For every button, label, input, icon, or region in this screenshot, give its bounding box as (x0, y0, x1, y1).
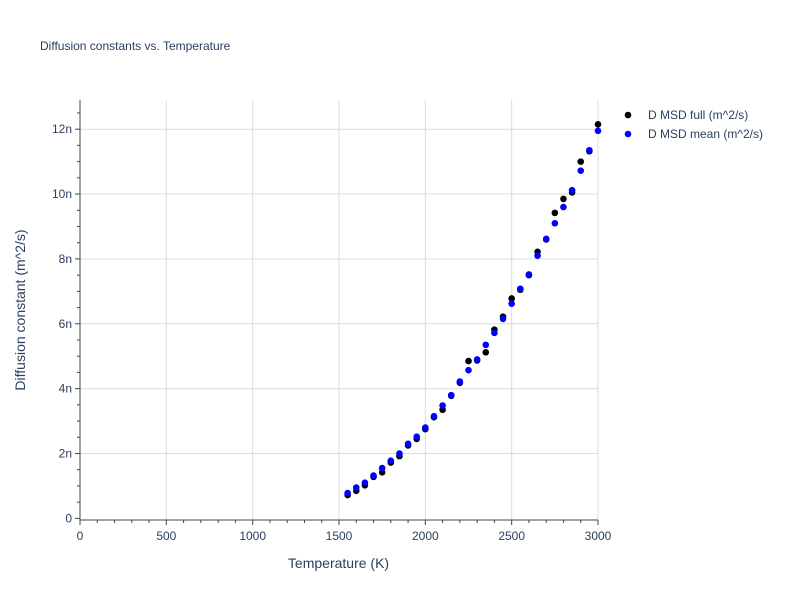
data-point-msd-full (465, 357, 472, 365)
x-tick-label: 3000 (585, 529, 612, 543)
data-point-msd-mean (517, 285, 524, 293)
data-point-msd-full (577, 158, 585, 165)
data-point-msd-full (594, 121, 602, 128)
data-point-msd-mean (378, 464, 386, 472)
y-axis-title: Diffusion constant (m^2/s) (12, 229, 28, 390)
plot-area: 0 500 1000 1500 2000 2500 3000 0 2n 4n 6n 8n 10n 12n (52, 100, 612, 543)
y-tick-label: 10n (52, 187, 72, 201)
y-tick-label: 2n (59, 447, 72, 461)
data-point-msd-mean (577, 167, 585, 175)
data-point-msd-mean (422, 424, 429, 431)
data-point-msd-mean (344, 489, 351, 497)
y-tick-label: 8n (59, 252, 72, 266)
data-point-msd-mean (396, 450, 403, 457)
x-axis-title: Temperature (K) (288, 555, 389, 571)
chart-title: Diffusion constants vs. Temperature (40, 39, 231, 53)
y-tick-label: 6n (59, 317, 72, 331)
data-point-msd-mean (352, 484, 360, 491)
data-point-msd-full (482, 349, 490, 356)
data-point-msd-mean (387, 457, 395, 464)
data-point-msd-mean (560, 203, 567, 211)
legend-label: D MSD mean (m^2/s) (648, 127, 763, 141)
legend[interactable]: D MSD full (m^2/s) D MSD mean (m^2/s) (624, 108, 763, 141)
data-point-msd-mean (542, 235, 550, 243)
x-tick-label: 1000 (239, 529, 266, 543)
data-point-msd-full (551, 209, 559, 217)
data-point-msd-mean (456, 378, 464, 385)
x-tick-label: 2500 (498, 529, 525, 543)
y-tick-label: 12n (52, 122, 72, 136)
data-point-msd-mean (568, 186, 576, 194)
data-point-msd-mean (534, 252, 541, 259)
data-point-msd-mean (586, 146, 593, 154)
data-point-msd-full (560, 195, 567, 203)
y-tick-label: 4n (59, 382, 72, 396)
data-point-msd-mean (404, 440, 412, 448)
y-tick-label: 0 (65, 511, 72, 525)
data-point-msd-mean (499, 315, 507, 323)
x-tick-label: 1500 (326, 529, 353, 543)
x-tick-label: 500 (156, 529, 176, 543)
data-point-msd-mean (551, 219, 559, 227)
data-point-msd-mean (413, 433, 421, 440)
legend-label: D MSD full (m^2/s) (648, 108, 748, 122)
data-point-msd-mean (370, 472, 377, 479)
data-point-msd-mean (491, 329, 498, 337)
data-point-msd-mean (361, 479, 369, 487)
data-point-msd-mean (430, 412, 438, 420)
data-point-msd-mean (447, 391, 455, 399)
data-point-msd-mean (525, 271, 533, 278)
legend-marker (624, 130, 632, 138)
data-point-msd-mean (594, 127, 602, 135)
x-tick-label: 2000 (412, 529, 439, 543)
legend-marker (624, 111, 632, 119)
x-tick-label: 0 (77, 529, 84, 543)
data-point-msd-full (508, 295, 515, 302)
data-point-msd-mean (482, 341, 490, 349)
data-point-msd-mean (473, 356, 481, 363)
data-point-msd-mean (465, 366, 472, 374)
data-point-msd-mean (508, 300, 515, 307)
data-point-msd-mean (439, 402, 446, 409)
